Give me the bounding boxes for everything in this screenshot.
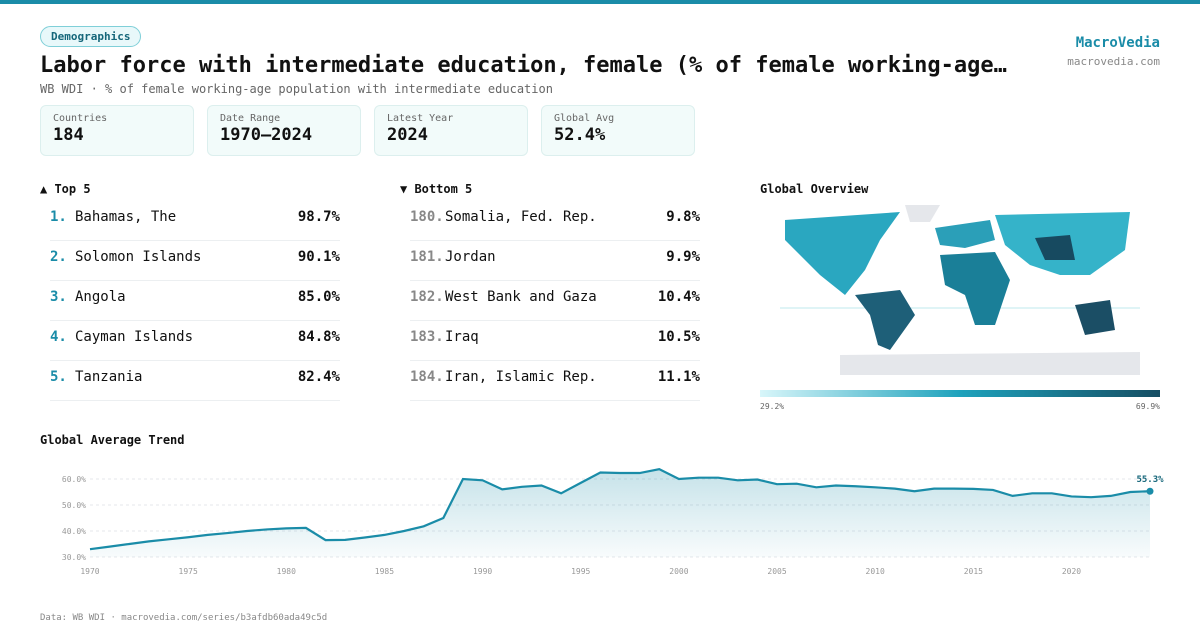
brand[interactable]: MacroVedia [1075, 35, 1160, 51]
country: West Bank and Gaza [445, 289, 597, 305]
south-america [855, 290, 915, 350]
country: Tanzania [75, 369, 143, 385]
stat-value: 2024 [387, 125, 428, 145]
x-tick-label: 1975 [179, 567, 198, 576]
x-tick-label: 2015 [964, 567, 983, 576]
value: 9.8% [666, 209, 700, 225]
area [90, 469, 1150, 557]
country: Iran, Islamic Rep. [445, 369, 597, 385]
list-row: 183. Iraq 10.5% [410, 321, 700, 361]
x-tick-label: 2020 [1062, 567, 1081, 576]
value: 84.8% [297, 329, 340, 345]
rank: 3. [50, 289, 67, 305]
africa [940, 252, 1010, 325]
list-row: 1. Bahamas, The 98.7% [50, 201, 340, 241]
tag[interactable]: Demographics [40, 26, 142, 47]
x-tick-label: 1990 [473, 567, 492, 576]
legend-max: 69.9% [1136, 402, 1160, 411]
value-label: 55.3% [1136, 475, 1164, 485]
stat-card: Countries 184 [40, 105, 194, 156]
stat-value: 184 [53, 125, 84, 145]
value: 10.4% [657, 289, 700, 305]
value: 85.0% [297, 289, 340, 305]
stat-card: Latest Year 2024 [374, 105, 528, 156]
list-row: 181. Jordan 9.9% [410, 241, 700, 281]
list-row: 180. Somalia, Fed. Rep. 9.8% [410, 201, 700, 241]
y-tick-label: 30.0% [62, 553, 86, 562]
australia [1075, 300, 1115, 335]
list-row: 2. Solomon Islands 90.1% [50, 241, 340, 281]
subtitle: WB WDI · % of female working-age populat… [40, 82, 553, 96]
rank: 5. [50, 369, 67, 385]
china [1035, 235, 1075, 260]
stat-card: Global Avg 52.4% [541, 105, 695, 156]
list-row: 184. Iran, Islamic Rep. 11.1% [410, 361, 700, 401]
rank: 180. [410, 209, 444, 225]
value: 10.5% [657, 329, 700, 345]
map: 29.2% 69.9% [760, 205, 1160, 411]
y-tick-label: 50.0% [62, 501, 86, 510]
value: 90.1% [297, 249, 340, 265]
line [89, 467, 1151, 551]
rank: 1. [50, 209, 67, 225]
stat-label: Latest Year [387, 113, 454, 124]
country: Iraq [445, 329, 479, 345]
country: Angola [75, 289, 126, 305]
site[interactable]: macrovedia.com [1067, 55, 1160, 68]
europe [935, 220, 995, 248]
rank: 181. [410, 249, 444, 265]
legend-min: 29.2% [760, 402, 784, 411]
country: Solomon Islands [75, 249, 202, 265]
bottom-title: ▼ Bottom 5 [400, 182, 473, 196]
y-tick-label: 40.0% [62, 527, 86, 536]
rank: 182. [410, 289, 444, 305]
chart: 30.0% 40.0% 50.0% 60.0% 1970 1975 1980 1985 1990… [62, 467, 1164, 576]
stat-label: Countries [53, 113, 108, 124]
value: 9.9% [666, 249, 700, 265]
color-scale [760, 390, 1160, 397]
stat-label: Date Range [220, 113, 281, 124]
x-tick-label: 2010 [866, 567, 885, 576]
value: 82.4% [297, 369, 340, 385]
top-bar [0, 0, 1200, 4]
x-tick-label: 2000 [669, 567, 688, 576]
value: 11.1% [657, 369, 700, 385]
stat-card: Date Range 1970–2024 [207, 105, 361, 156]
x-tick-label: 2005 [767, 567, 786, 576]
stat-value: 1970–2024 [220, 125, 313, 145]
country: Jordan [445, 249, 496, 265]
chart-title: Global Average Trend [40, 433, 185, 447]
rank: 4. [50, 329, 67, 345]
country: Somalia, Fed. Rep. [445, 209, 597, 225]
footer: Data: WB WDI · macrovedia.com/series/b3a… [40, 613, 328, 623]
list-row: 4. Cayman Islands 84.8% [50, 321, 340, 361]
value: 98.7% [297, 209, 340, 225]
north-america [785, 212, 900, 295]
y-tick-label: 60.0% [62, 475, 86, 484]
list-row: 5. Tanzania 82.4% [50, 361, 340, 401]
rank: 2. [50, 249, 67, 265]
country: Bahamas, The [75, 209, 177, 225]
greenland [905, 205, 940, 222]
end-point [1146, 487, 1154, 495]
title: Labor force with intermediate education,… [40, 53, 1007, 78]
x-tick-label: 1995 [571, 567, 590, 576]
list-row: 182. West Bank and Gaza 10.4% [410, 281, 700, 321]
rank: 183. [410, 329, 444, 345]
list-row: 3. Angola 85.0% [50, 281, 340, 321]
top-title: ▲ Top 5 [40, 182, 91, 196]
x-tick-label: 1970 [80, 567, 99, 576]
country: Cayman Islands [75, 329, 194, 345]
x-tick-label: 1985 [375, 567, 394, 576]
stat-value: 52.4% [554, 125, 606, 145]
rank: 184. [410, 369, 444, 385]
stat-label: Global Avg [554, 113, 615, 124]
map-title: Global Overview [760, 182, 869, 196]
x-tick-label: 1980 [277, 567, 296, 576]
antarctica [840, 352, 1140, 375]
